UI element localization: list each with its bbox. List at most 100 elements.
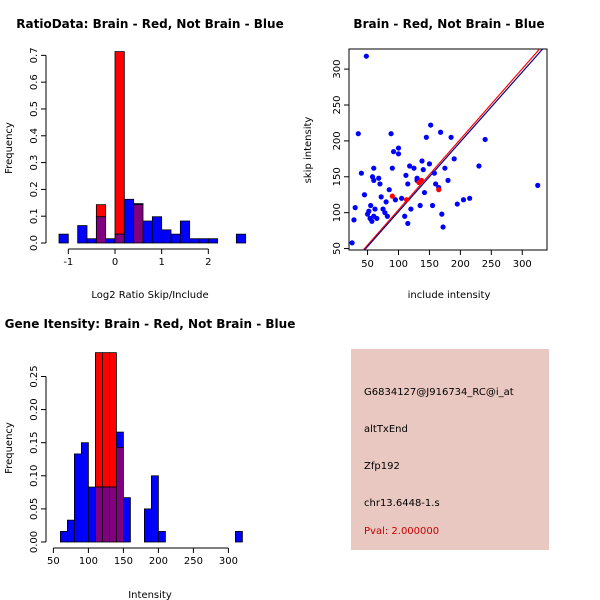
- ratio-bar-notbrain-19: [235, 233, 247, 244]
- scatter-plot-box: [348, 48, 548, 251]
- scatter-y-tick-label-4: 250: [332, 95, 343, 114]
- scatter-point-notbrain-3: [352, 205, 358, 211]
- scatter-point-notbrain-38: [417, 202, 423, 209]
- ratio-histogram: RatioData: Brain - Red, Not Brain - Blue…: [4, 17, 284, 301]
- intensity-bar-notbrain-12: [143, 508, 152, 543]
- scatter-point-notbrain-52: [442, 165, 448, 171]
- scatter-point-notbrain-35: [408, 206, 414, 212]
- scatter-point-brain-0: [389, 193, 395, 199]
- ratio-bar-notbrain-9: [142, 220, 153, 244]
- scatter-point-notbrain-1: [355, 131, 361, 137]
- intensity-bar-notbrain-25: [234, 531, 243, 543]
- intensity-bar-notbrain-14: [157, 531, 166, 543]
- ratio-x-tick-label-2: 1: [158, 257, 164, 268]
- intensity-x-tick-label-1: 100: [79, 556, 98, 567]
- scatter-fit-line-1: [364, 48, 544, 251]
- scatter-point-brain-4: [436, 187, 442, 193]
- intensity-y-tick-label-0: 0.00: [29, 531, 40, 553]
- scatter-point-notbrain-13: [372, 206, 378, 212]
- event-type-text: altTxEnd: [364, 424, 408, 435]
- ratio-bar-notbrain-14: [189, 238, 200, 244]
- scatter-point-notbrain-59: [476, 163, 482, 169]
- intensity-x-tick-label-5: 300: [219, 556, 238, 567]
- ratio-x-tick-label-3: 2: [205, 257, 211, 268]
- scatter-point-brain-3: [418, 177, 424, 183]
- scatter-point-notbrain-24: [386, 187, 392, 193]
- scatter-x-tick-label-3: 200: [451, 259, 470, 270]
- ratio-y-tick-label-0: 0.0: [29, 235, 40, 251]
- ratio-bar-overlap-6: [114, 233, 125, 244]
- ratio-chart-xlabel: Log2 Ratio Skip/Include: [91, 290, 208, 301]
- scatter-point-notbrain-39: [419, 158, 425, 164]
- intensity-bar-notbrain-13: [150, 475, 159, 543]
- scatter-point-notbrain-51: [440, 224, 446, 230]
- intensity-x-tick-label-4: 250: [184, 556, 203, 567]
- scatter-point-notbrain-36: [411, 165, 417, 171]
- scatter-point-notbrain-58: [467, 195, 473, 201]
- scatter-point-notbrain-33: [405, 181, 411, 187]
- scatter-point-notbrain-11: [369, 218, 375, 224]
- scatter-x-tick-label-4: 250: [482, 259, 501, 270]
- scatter-chart-title: Brain - Red, Not Brain - Blue: [353, 17, 544, 31]
- scatter-chart-xlabel: include intensity: [408, 290, 491, 301]
- ratio-y-tick-label-5: 0.5: [29, 101, 40, 117]
- ratio-bar-notbrain-15: [198, 238, 209, 244]
- intensity-bar-brain-5: [95, 352, 103, 488]
- scatter-point-notbrain-30: [398, 195, 405, 201]
- ratio-bar-brain-4: [95, 204, 107, 218]
- scatter-point-notbrain-60: [482, 136, 488, 143]
- location-text: chr13.6448-1.s: [364, 498, 440, 509]
- scatter-point-notbrain-42: [423, 134, 429, 140]
- ratio-x-tick-label-1: 0: [112, 257, 118, 268]
- scatter-point-notbrain-2: [358, 170, 364, 176]
- ratio-chart-title: RatioData: Brain - Red, Not Brain - Blue: [16, 17, 283, 31]
- intensity-bar-overlap-6: [102, 486, 110, 543]
- ratio-bar-notbrain-0: [58, 233, 69, 244]
- intensity-axes: 50 100 150 200 250 300 0.00 0.05 0.10 0.15 0.20 0.2…: [29, 365, 238, 567]
- scatter-point-notbrain-46: [431, 170, 437, 176]
- scatter-point-notbrain-40: [420, 167, 426, 173]
- scatter-point-notbrain-26: [389, 165, 395, 171]
- ratio-bar-notbrain-11: [161, 229, 172, 244]
- scatter-point-notbrain-15: [371, 177, 377, 183]
- scatter-point-notbrain-61: [535, 182, 541, 188]
- ratio-bar-notbrain-7: [123, 198, 135, 244]
- ratio-bar-notbrain-5: [105, 238, 116, 244]
- scatter-point-notbrain-0: [363, 53, 369, 59]
- scatter-point-notbrain-8: [366, 208, 372, 214]
- intensity-bar-notbrain-2: [74, 453, 82, 543]
- ratio-bar-overlap-8: [133, 204, 144, 244]
- intensity-x-tick-label-3: 200: [149, 556, 168, 567]
- scatter-point-notbrain-64: [405, 220, 411, 227]
- intensity-chart-ylabel: Frequency: [4, 422, 15, 474]
- ratio-bar-notbrain-12: [170, 233, 181, 244]
- intensity-bar-notbrain-0: [60, 531, 68, 543]
- scatter-point-notbrain-41: [421, 189, 428, 196]
- intensity-scatter: Brain - Red, Not Brain - Blue include in…: [303, 17, 548, 301]
- intensity-bar-brain-7: [109, 352, 117, 488]
- ratio-bars: [58, 51, 247, 244]
- ratio-bar-overlap-4: [95, 216, 107, 244]
- scatter-point-notbrain-44: [428, 122, 434, 128]
- scatter-point-notbrain-28: [392, 197, 399, 203]
- scatter-point-notbrain-56: [454, 201, 460, 207]
- ratio-y-tick-label-3: 0.3: [29, 155, 40, 171]
- pval-text: Pval: 2.000000: [364, 526, 440, 537]
- ratio-y-tick-label-2: 0.2: [29, 181, 40, 197]
- scatter-point-notbrain-57: [460, 197, 467, 203]
- intensity-bar-notbrain-3: [81, 442, 89, 543]
- intensity-bar-notbrain-1: [67, 519, 75, 543]
- intensity-chart-title: Gene Itensity: Brain - Red, Not Brain - …: [5, 317, 296, 331]
- probe-info-panel: G6834127@J916734_RC@i_at altTxEnd Zfp192…: [351, 349, 549, 550]
- scatter-points: [349, 53, 541, 246]
- intensity-bar-overlap-7: [109, 486, 117, 543]
- scatter-point-notbrain-18: [377, 181, 383, 187]
- intensity-bar-overlap-5: [95, 486, 103, 543]
- scatter-point-notbrain-55: [451, 156, 457, 162]
- scatter-point-notbrain-23: [384, 213, 390, 219]
- scatter-point-notbrain-53: [445, 177, 451, 183]
- scatter-y-tick-label-5: 300: [332, 60, 343, 79]
- intensity-y-tick-label-1: 0.05: [29, 498, 40, 520]
- scatter-point-notbrain-47: [433, 181, 439, 187]
